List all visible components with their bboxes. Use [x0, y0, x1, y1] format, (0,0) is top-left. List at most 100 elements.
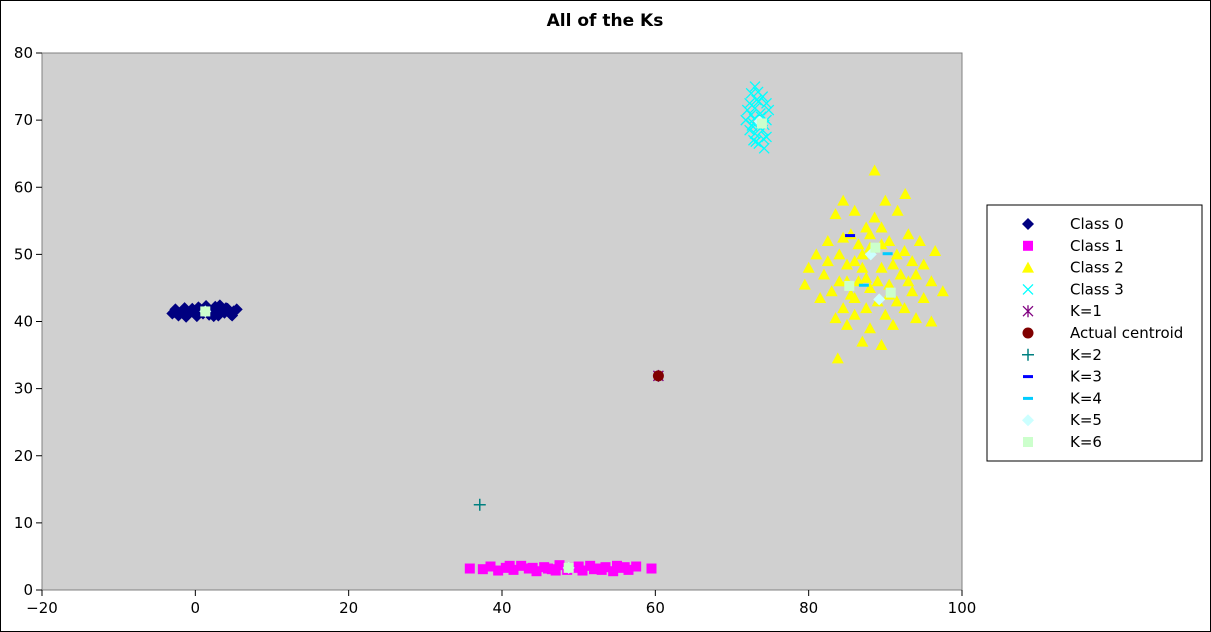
- point-class-1: [589, 564, 599, 575]
- point-class-2: [848, 308, 861, 320]
- point-class-3: [761, 131, 772, 143]
- point-class-2: [825, 285, 838, 297]
- point-class-1: [573, 561, 584, 572]
- legend-marker-class-3: [1022, 283, 1034, 295]
- point-class-1: [612, 560, 622, 571]
- legend-label: K=3: [1070, 368, 1102, 386]
- point-class-2: [868, 211, 881, 223]
- point-class-2: [902, 228, 915, 240]
- point-k-4: [858, 283, 869, 287]
- chart-title: All of the Ks: [547, 11, 664, 31]
- point-class-1: [646, 563, 657, 574]
- point-class-2: [879, 308, 892, 320]
- y-tick-label: 20: [14, 447, 33, 465]
- y-tick-label: 50: [14, 245, 33, 263]
- point-class-2: [875, 338, 888, 350]
- point-class-2: [833, 248, 846, 260]
- point-class-0: [213, 299, 226, 312]
- point-class-3: [757, 133, 769, 145]
- legend: Class 0 Class 1 Class 2 Class 3 K=1 Actual ce…: [986, 204, 1203, 462]
- point-class-2: [925, 315, 938, 327]
- point-k-2: [473, 498, 486, 511]
- point-class-1: [464, 563, 475, 574]
- point-class-2: [860, 302, 873, 314]
- legend-label: Class 3: [1070, 280, 1124, 298]
- point-class-3: [753, 95, 765, 107]
- point-class-2: [883, 234, 896, 246]
- point-class-2: [899, 187, 912, 199]
- legend-label: K=2: [1070, 346, 1102, 364]
- y-tick-label: 40: [14, 313, 33, 331]
- series-actual-centroid: [652, 370, 664, 382]
- x-tick-label: 20: [339, 599, 358, 617]
- x-tick-label: 40: [492, 599, 511, 617]
- legend-label: Actual centroid: [1070, 324, 1183, 342]
- x-tick-label: −20: [26, 599, 58, 617]
- legend-marker-k-1: [1022, 305, 1034, 318]
- point-actual-centroid: [652, 370, 664, 382]
- point-class-3: [749, 81, 761, 93]
- point-class-2: [879, 194, 892, 206]
- point-class-2: [891, 204, 904, 216]
- point-class-2: [810, 248, 823, 260]
- point-class-3: [763, 104, 775, 116]
- point-k-6: [200, 306, 211, 317]
- point-class-2: [868, 164, 881, 176]
- point-class-2: [887, 258, 899, 270]
- x-tick-label: 60: [646, 599, 665, 617]
- point-class-0: [226, 309, 239, 322]
- point-class-1: [543, 563, 553, 574]
- legend-label: Class 0: [1070, 215, 1124, 233]
- point-class-2: [894, 268, 907, 280]
- point-class-2: [829, 312, 842, 324]
- point-class-2: [814, 292, 827, 304]
- point-class-1: [550, 565, 561, 576]
- y-tick-label: 10: [14, 514, 33, 532]
- y-tick-label: 80: [14, 44, 33, 62]
- point-class-2: [852, 275, 865, 287]
- point-class-2: [831, 352, 844, 364]
- point-class-1: [516, 560, 527, 571]
- point-class-3: [750, 136, 762, 148]
- legend-marker-class-0: [1022, 218, 1034, 230]
- point-class-2: [910, 268, 922, 280]
- point-class-2: [837, 302, 850, 314]
- point-class-3: [752, 86, 764, 98]
- legend-marker-k-4: [1023, 396, 1033, 400]
- point-class-2: [852, 238, 865, 250]
- y-tick-label: 0: [23, 581, 33, 599]
- x-tick-label: 80: [799, 599, 818, 617]
- point-class-2: [844, 288, 857, 300]
- legend-item-actual-centroid: Actual centroid: [1022, 324, 1183, 342]
- data-points: [166, 81, 949, 577]
- point-class-2: [821, 234, 834, 246]
- point-k-6: [756, 118, 767, 129]
- legend-label: K=5: [1070, 411, 1102, 429]
- point-class-2: [917, 258, 930, 270]
- legend-item-k-2: K=2: [1022, 346, 1102, 364]
- point-k-3: [845, 234, 856, 238]
- point-class-2: [910, 312, 922, 324]
- legend-marker-k-6: [1023, 437, 1033, 447]
- point-class-0: [167, 306, 180, 319]
- legend-label: Class 1: [1070, 237, 1124, 255]
- legend-item-class-2: Class 2: [1022, 259, 1124, 277]
- point-class-2: [864, 281, 876, 293]
- point-class-2: [837, 194, 850, 206]
- point-class-1: [485, 561, 496, 572]
- point-class-2: [860, 271, 873, 283]
- point-class-2: [833, 275, 846, 287]
- x-tick-label: 100: [948, 599, 977, 617]
- point-class-1: [631, 561, 642, 572]
- series-class-1: [464, 560, 657, 577]
- point-class-2: [841, 258, 853, 270]
- point-class-2: [848, 204, 861, 216]
- point-class-3: [758, 142, 770, 154]
- point-class-1: [504, 560, 515, 571]
- legend-items: Class 0 Class 1 Class 2 Class 3 K=1 Actual ce…: [1022, 215, 1183, 451]
- point-class-2: [875, 261, 888, 273]
- point-class-1: [596, 564, 607, 575]
- legend-label: K=4: [1070, 389, 1102, 407]
- series-k-6: [200, 118, 896, 573]
- point-k-6: [563, 562, 574, 573]
